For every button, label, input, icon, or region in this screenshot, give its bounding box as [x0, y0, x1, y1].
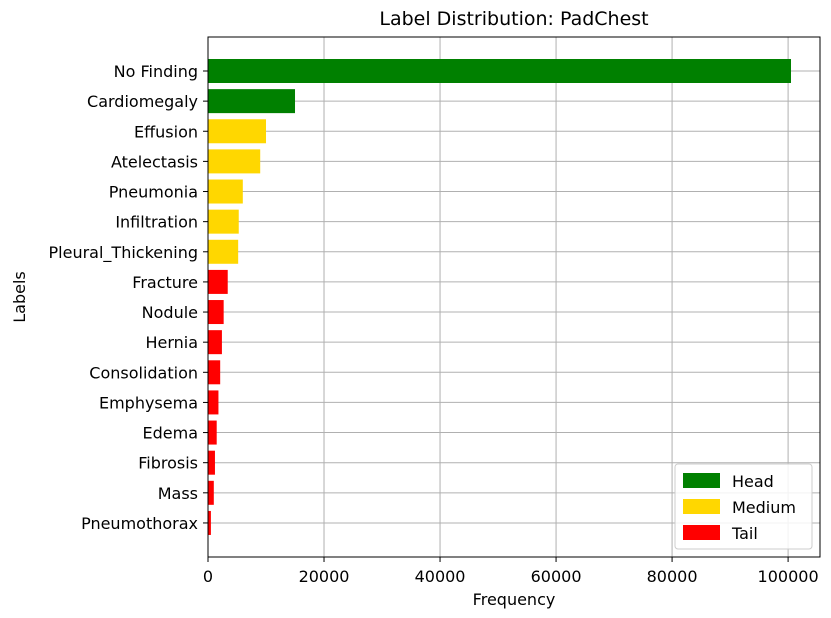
x-tick-label: 100000 — [758, 567, 819, 586]
y-tick-label: Pneumothorax — [81, 514, 198, 533]
bar — [208, 59, 791, 83]
bar — [208, 480, 214, 505]
y-tick-label: Pleural_Thickening — [49, 243, 198, 263]
y-tick-label: Fracture — [132, 273, 198, 292]
x-tick-label: 60000 — [531, 567, 582, 586]
y-tick-label: Emphysema — [99, 393, 198, 412]
x-axis-label: Frequency — [473, 590, 556, 609]
legend-swatch — [683, 499, 720, 514]
bar — [208, 330, 222, 355]
x-tick-label: 0 — [203, 567, 213, 586]
x-tick-label: 80000 — [647, 567, 698, 586]
y-tick-label: Nodule — [142, 303, 198, 322]
y-tick-label: Hernia — [145, 333, 198, 352]
bar — [208, 269, 228, 294]
y-tick-label: Infiltration — [115, 213, 198, 232]
bar — [208, 360, 221, 385]
bar — [208, 149, 261, 174]
x-axis-ticks: 0 20000 40000 60000 80000 100000 — [203, 557, 819, 586]
y-tick-label: Pneumonia — [109, 183, 198, 202]
y-tick-label: Mass — [158, 484, 198, 503]
x-tick-label: 40000 — [415, 567, 466, 586]
y-tick-label: Effusion — [134, 122, 198, 141]
legend-label: Medium — [732, 498, 796, 517]
bar — [208, 420, 217, 445]
bar — [208, 209, 239, 234]
x-tick-label: 20000 — [299, 567, 350, 586]
y-tick-label: Fibrosis — [138, 454, 198, 473]
bar — [208, 510, 211, 535]
y-tick-label: No Finding — [114, 62, 198, 81]
y-tick-label: Atelectasis — [111, 152, 198, 171]
y-tick-label: Edema — [143, 424, 199, 443]
bar — [208, 179, 243, 204]
bar — [208, 119, 267, 144]
legend-swatch — [683, 525, 720, 540]
bar — [208, 300, 224, 325]
y-axis-label: Labels — [10, 271, 29, 323]
y-tick-label: Consolidation — [89, 363, 198, 382]
bar — [208, 450, 215, 475]
legend-swatch — [683, 473, 720, 488]
y-axis-ticks: No Finding Cardiomegaly Effusion Atelectasi… — [49, 62, 208, 533]
bar — [208, 89, 296, 114]
legend-label: Tail — [731, 524, 758, 543]
legend-label: Head — [732, 472, 774, 491]
bars — [208, 59, 791, 535]
bar — [208, 390, 219, 415]
plot-frame — [207, 36, 821, 558]
chart-title: Label Distribution: PadChest — [379, 8, 648, 30]
bar — [208, 239, 239, 264]
legend: Head Medium Tail — [674, 463, 813, 550]
y-tick-label: Cardiomegaly — [87, 92, 198, 111]
